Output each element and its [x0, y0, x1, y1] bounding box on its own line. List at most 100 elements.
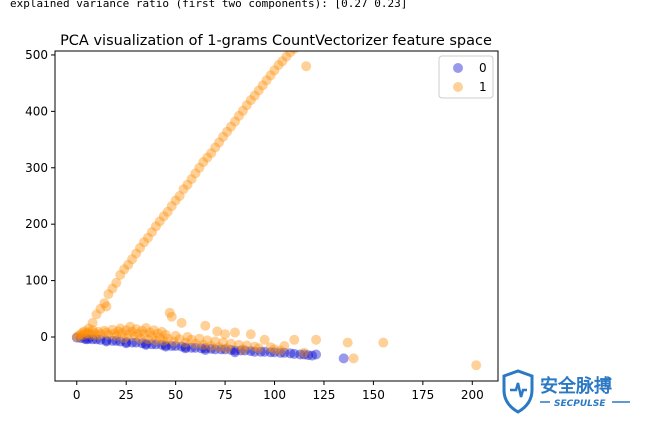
- scatter-point-series-0: [131, 337, 142, 348]
- shield-icon: [502, 369, 534, 414]
- legend: 0 1: [438, 55, 494, 99]
- scatter-point-series-0: [303, 350, 314, 361]
- watermark-title: 安全脉搏: [540, 375, 612, 397]
- legend-label-0: 0: [479, 61, 487, 75]
- scatter-point-series-1: [156, 326, 167, 337]
- scatter-point-series-1: [174, 191, 185, 201]
- scatter-point-series-0: [83, 333, 94, 344]
- scatter-point-series-0: [141, 339, 151, 350]
- scatter-point-series-0: [127, 337, 138, 348]
- scatter-point-series-0: [160, 341, 171, 352]
- scatter-point-series-1: [143, 232, 153, 243]
- scatter-point-series-1: [190, 338, 201, 349]
- x-tick-label: 50: [168, 388, 183, 402]
- legend-label-1: 1: [479, 80, 487, 94]
- scatter-point-series-1: [265, 70, 276, 81]
- scatter-point-series-1: [75, 329, 86, 340]
- y-tick-label: 400: [25, 104, 48, 118]
- scatter-point-series-1: [166, 201, 177, 212]
- scatter-point-series-1: [146, 330, 157, 341]
- console-output: explained variance ratio (first two comp…: [10, 0, 408, 10]
- scatter-point-series-1: [178, 184, 189, 195]
- scatter-point-series-1: [285, 51, 296, 58]
- scatter-point-series-0: [275, 347, 286, 358]
- scatter-point-series-1: [162, 333, 173, 344]
- scatter-point-series-0: [279, 347, 290, 358]
- scatter-point-series-1: [253, 343, 264, 354]
- scatter-point-series-1: [119, 264, 130, 275]
- scatter-point-series-0: [141, 338, 151, 349]
- scatter-point-series-1: [237, 105, 248, 116]
- scatter-point-series-1: [210, 336, 221, 347]
- scatter-point-series-1: [241, 100, 252, 111]
- scatter-point-series-0: [170, 341, 181, 351]
- scatter-point-series-1: [237, 344, 248, 355]
- scatter-point-series-1: [107, 324, 118, 335]
- scatter-point-series-0: [160, 340, 171, 351]
- scatter-point-series-1: [131, 324, 142, 335]
- scatter-point-series-1: [220, 329, 231, 340]
- legend-marker-1: [453, 82, 463, 92]
- scatter-point-series-1: [289, 334, 300, 345]
- scatter-point-series-0: [95, 334, 106, 345]
- scatter-point-series-1: [129, 331, 140, 342]
- scatter-point-series-1: [81, 328, 92, 339]
- scatter-point-series-0: [87, 334, 98, 345]
- scatter-point-series-1: [148, 325, 159, 336]
- scatter-point-series-1: [214, 342, 225, 353]
- y-tick-label: 300: [25, 161, 48, 175]
- scatter-point-series-1: [79, 326, 90, 337]
- scatter-point-series-1: [222, 343, 233, 354]
- scatter-point-series-1: [311, 334, 322, 345]
- scatter-point-series-1: [101, 301, 112, 312]
- scatter-point-series-0: [249, 346, 260, 357]
- scatter-point-series-0: [101, 336, 112, 347]
- scatter-point-series-1: [89, 328, 100, 339]
- scatter-point-series-1: [202, 335, 213, 346]
- scatter-point-series-1: [174, 334, 185, 345]
- scatter-point-series-1: [83, 327, 94, 338]
- scatter-point-series-1: [190, 168, 201, 179]
- x-tick-label: 125: [313, 388, 336, 402]
- scatter-point-series-1: [259, 334, 270, 345]
- scatter-point-series-1: [115, 323, 126, 334]
- scatter-point-series-1: [154, 216, 165, 227]
- scatter-point-series-1: [241, 340, 252, 351]
- watermark-logo: 安全脉搏 SECPULSE: [502, 369, 630, 414]
- scatter-point-series-0: [220, 344, 231, 355]
- scatter-point-series-1: [154, 332, 165, 343]
- scatter-point-series-1: [99, 298, 110, 309]
- scatter-point-series-0: [137, 338, 147, 349]
- scatter-point-series-1: [182, 179, 193, 190]
- scatter-point-series-0: [269, 347, 280, 358]
- scatter-point-series-0: [255, 346, 266, 357]
- x-tick-label: 200: [461, 388, 484, 402]
- x-tick-label: 175: [411, 388, 434, 402]
- scatter-point-series-1: [123, 329, 134, 340]
- scatter-point-series-1: [233, 110, 244, 121]
- scatter-point-series-1: [162, 206, 173, 217]
- scatter-point-series-1: [139, 329, 149, 340]
- scatter-point-series-1: [101, 327, 112, 338]
- scatter-point-series-1: [210, 142, 221, 153]
- scatter-point-series-0: [115, 336, 126, 347]
- scatter-point-series-1: [95, 303, 106, 314]
- scatter-point-series-1: [348, 353, 359, 364]
- scatter-point-series-0: [81, 334, 92, 345]
- scatter-point-series-1: [170, 195, 181, 206]
- scatter-point-series-0: [245, 346, 256, 357]
- scatter-point-series-1: [73, 330, 84, 341]
- scatter-point-series-0: [338, 353, 349, 364]
- scatter-point-series-0: [156, 339, 167, 350]
- scatter-point-series-1: [160, 329, 171, 340]
- scatter-point-series-0: [111, 335, 122, 346]
- scatter-point-series-0: [150, 339, 161, 350]
- scatter-point-series-1: [164, 307, 175, 318]
- scatter-point-series-1: [150, 221, 161, 232]
- axis-ticks: 0 25 50 75 100 125 150 175 200 0 100 200 300 400 500: [25, 48, 484, 402]
- scatter-point-series-1: [135, 242, 145, 253]
- scatter-point-series-1: [121, 325, 132, 336]
- scatter-point-series-1: [257, 80, 268, 91]
- scatter-point-series-1: [186, 334, 197, 345]
- scatter-point-series-0: [210, 344, 221, 355]
